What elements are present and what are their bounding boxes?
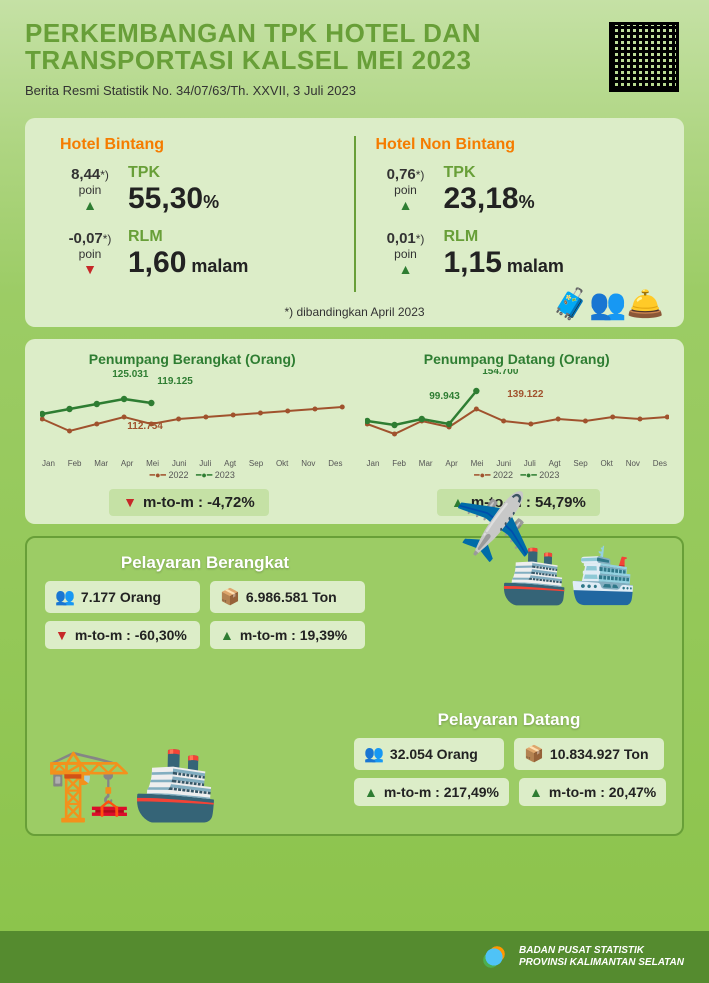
stat-tpk-bintang: 8,44*) poin ▲ TPK 55,30% bbox=[60, 164, 334, 216]
pelayaran-berangkat-block: Pelayaran Berangkat 👥7.177 Orang 📦6.986.… bbox=[45, 553, 365, 649]
arrow-down-icon: ▼ bbox=[55, 627, 69, 643]
page-title: PERKEMBANGAN TPK HOTEL DAN TRANSPORTASI … bbox=[25, 20, 565, 75]
hotel-bintang-col: Hotel Bintang 8,44*) poin ▲ TPK 55,30% -… bbox=[45, 136, 349, 292]
cargo-badge: 📦6.986.581 Ton bbox=[210, 581, 365, 613]
infographic-page: PERKEMBANGAN TPK HOTEL DAN TRANSPORTASI … bbox=[0, 0, 709, 983]
x-axis-months: JanFebMarAprMeiJuniJuliAgtSepOktNovDes bbox=[40, 459, 345, 468]
arrow-up-icon: ▲ bbox=[60, 197, 120, 213]
pelayaran-datang-block: Pelayaran Datang 👥32.054 Orang 📦10.834.9… bbox=[354, 710, 664, 814]
mtom-berangkat: ▼ m-to-m : -4,72% bbox=[109, 489, 269, 516]
container-icon: 📦 bbox=[220, 587, 240, 607]
svg-text:154.700: 154.700 bbox=[482, 369, 519, 377]
divider bbox=[354, 136, 356, 292]
x-axis-months: JanFebMarAprMeiJuniJuliAgtSepOktNovDes bbox=[365, 459, 670, 468]
hotel-non-bintang-col: Hotel Non Bintang 0,76*) poin ▲ TPK 23,1… bbox=[361, 136, 665, 292]
chart-legend: ━●━ 2022 ━●━ 2023 bbox=[365, 470, 670, 481]
hotel-bintang-title: Hotel Bintang bbox=[60, 136, 334, 154]
arrow-down-icon: ▼ bbox=[123, 494, 137, 510]
svg-text:125.031: 125.031 bbox=[112, 369, 149, 380]
arrow-up-icon: ▲ bbox=[220, 627, 234, 643]
qr-code-icon bbox=[609, 22, 679, 92]
tpk-change: 8,44*) poin ▲ bbox=[60, 166, 120, 213]
svg-text:139.122: 139.122 bbox=[507, 389, 544, 400]
arrow-up-icon: ▲ bbox=[529, 784, 543, 800]
stat-rlm-bintang: -0,07*) poin ▼ RLM 1,60 malam bbox=[60, 228, 334, 280]
footer-text: BADAN PUSAT STATISTIK PROVINSI KALIMANTA… bbox=[519, 945, 684, 969]
cargo-mtom: ▲m-to-m : 19,39% bbox=[210, 621, 365, 649]
svg-text:112.754: 112.754 bbox=[127, 421, 163, 432]
stat-tpk-nonbintang: 0,76*) poin ▲ TPK 23,18% bbox=[376, 164, 650, 216]
rlm-value: 1,60 malam bbox=[128, 246, 334, 280]
footer: BADAN PUSAT STATISTIK PROVINSI KALIMANTA… bbox=[0, 931, 709, 983]
people-icon: 👥 bbox=[55, 587, 75, 607]
page-subtitle: Berita Resmi Statistik No. 34/07/63/Th. … bbox=[25, 83, 684, 98]
people-icon: 👥 bbox=[364, 744, 384, 764]
people-badge: 👥7.177 Orang bbox=[45, 581, 200, 613]
chart-datang: Penumpang Datang (Orang) 154.70099.94313… bbox=[365, 351, 670, 481]
hotel-reception-icon: 🧳👥🛎️ bbox=[552, 287, 664, 322]
tpk-label: TPK bbox=[128, 164, 334, 182]
arrow-up-icon: ▲ bbox=[364, 784, 378, 800]
tpk-value: 55,30% bbox=[128, 182, 334, 216]
svg-text:119.125: 119.125 bbox=[157, 376, 193, 387]
people-mtom: ▲m-to-m : 217,49% bbox=[354, 778, 509, 806]
stat-rlm-nonbintang: 0,01*) poin ▲ RLM 1,15 malam bbox=[376, 228, 650, 280]
cargo-badge: 📦10.834.927 Ton bbox=[514, 738, 664, 770]
line-chart-berangkat: 125.031 119.125 112.754 bbox=[40, 369, 345, 459]
ships-icon: 🚢🛳️ bbox=[500, 543, 637, 608]
header: PERKEMBANGAN TPK HOTEL DAN TRANSPORTASI … bbox=[0, 0, 709, 108]
hotel-non-bintang-title: Hotel Non Bintang bbox=[376, 136, 650, 154]
people-mtom: ▼m-to-m : -60,30% bbox=[45, 621, 200, 649]
arrow-down-icon: ▼ bbox=[60, 261, 120, 277]
shipping-panel: ✈️ 🚢🛳️ Pelayaran Berangkat 👥7.177 Orang … bbox=[25, 536, 684, 836]
line-chart-datang: 154.700 99.943 139.122 bbox=[365, 369, 670, 459]
rlm-label: RLM bbox=[128, 228, 334, 246]
chart-legend: ━●━ 2022 ━●━ 2023 bbox=[40, 470, 345, 481]
rlm-change: -0,07*) poin ▼ bbox=[60, 230, 120, 277]
chart-berangkat: Penumpang Berangkat (Orang) 125.031119.1… bbox=[40, 351, 345, 481]
container-icon: 📦 bbox=[524, 744, 544, 764]
people-badge: 👥32.054 Orang bbox=[354, 738, 504, 770]
arrow-up-icon: ▲ bbox=[376, 261, 436, 277]
arrow-up-icon: ▲ bbox=[376, 197, 436, 213]
svg-text:99.943: 99.943 bbox=[429, 391, 460, 402]
passenger-charts-panel: Penumpang Berangkat (Orang) 125.031119.1… bbox=[25, 339, 684, 524]
hotel-stats-panel: Hotel Bintang 8,44*) poin ▲ TPK 55,30% -… bbox=[25, 118, 684, 327]
port-crane-icon: 🏗️🚢 bbox=[45, 749, 219, 819]
cargo-mtom: ▲m-to-m : 20,47% bbox=[519, 778, 666, 806]
bps-logo-icon bbox=[479, 942, 509, 972]
